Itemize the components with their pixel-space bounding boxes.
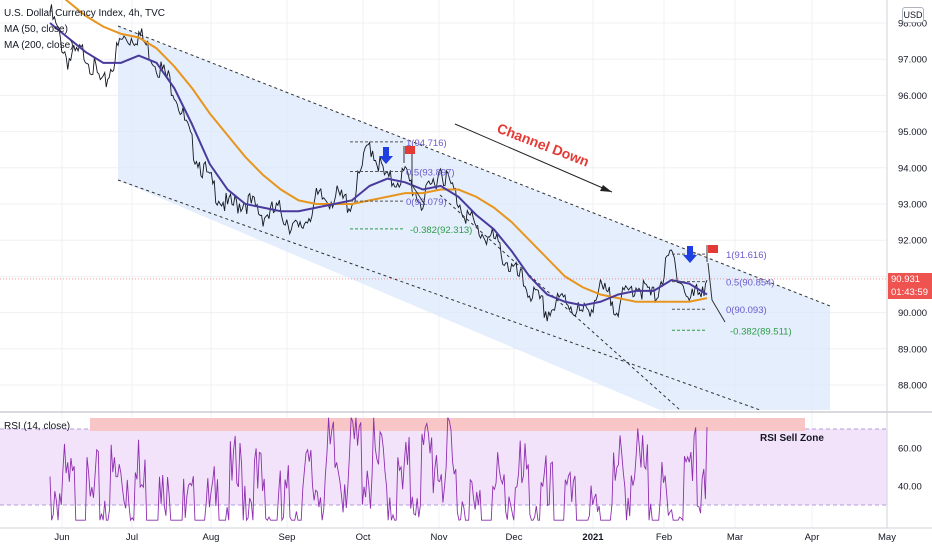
fib-label-1: 0.5(93.897) <box>406 168 455 179</box>
y-tick-label-9: 89.000 <box>898 344 927 355</box>
rsi-legend[interactable]: RSI (14, close) <box>4 421 71 432</box>
symbol-title[interactable]: U.S. Dollar Currency Index, 4h, TVC <box>4 8 165 19</box>
ma200-line <box>64 0 708 303</box>
y-tick-label-2: 96.000 <box>898 91 927 102</box>
x-tick-label-8: Feb <box>656 532 672 543</box>
down-arrow-icon <box>683 246 697 263</box>
rsi-tick-label-1: 40.00 <box>898 482 922 493</box>
trend-arrow-line <box>454 123 613 193</box>
channel-upper-line <box>117 25 831 307</box>
rsi-line <box>49 417 708 522</box>
fib-label-3: -0.382(92.313) <box>410 225 472 236</box>
x-tick-label-3: Sep <box>279 532 296 543</box>
fib-label-7: -0.382(89.511) <box>730 326 792 337</box>
x-tick-label-10: Apr <box>805 532 820 543</box>
x-tick-label-4: Oct <box>356 532 371 543</box>
main-legend: U.S. Dollar Currency Index, 4h, TVC MA (… <box>4 6 165 54</box>
ma50-legend[interactable]: MA (50, close) <box>4 24 68 35</box>
fib-label-5: 0.5(90.854) <box>726 278 775 289</box>
down-arrow-icon <box>379 147 393 164</box>
x-tick-label-2: Aug <box>203 532 220 543</box>
y-tick-label-5: 93.000 <box>898 200 927 211</box>
ma200-legend[interactable]: MA (200, close) <box>4 40 74 51</box>
y-tick-label-3: 95.000 <box>898 127 927 138</box>
fib-annotations: 1(94.716) 0.5(93.897) 0(93.079) -0.382(92.3… <box>350 138 792 337</box>
y-tick-label-1: 97.000 <box>898 55 927 66</box>
x-tick-label-6: Dec <box>506 532 523 543</box>
flag-cloth <box>405 146 415 154</box>
price-line <box>49 4 708 322</box>
currency-badge[interactable]: USD <box>902 7 924 23</box>
channel-fill <box>118 26 830 410</box>
x-tick-label-0: Jun <box>54 532 69 543</box>
x-tick-label-7: 2021 <box>582 532 604 543</box>
projection-arrow-left <box>411 150 426 206</box>
x-tick-label-11: May <box>878 532 896 543</box>
projection-arrow <box>707 262 726 323</box>
trend-arrow-head <box>600 185 612 192</box>
y-tick-label-8: 90.000 <box>898 308 927 319</box>
fib-label-4: 1(91.616) <box>726 250 767 261</box>
countdown-tag: 01:43:59 <box>888 285 932 299</box>
last-price-tag: 90.931 <box>888 272 932 286</box>
x-tick-label-5: Nov <box>431 532 448 543</box>
red-flag-icon <box>706 245 718 262</box>
fib-label-0: 1(94.716) <box>406 138 447 149</box>
y-tick-label-6: 92.000 <box>898 236 927 247</box>
flag-cloth <box>708 245 718 253</box>
rsi-tick-label-0: 60.00 <box>898 444 922 455</box>
x-tick-label-9: Mar <box>727 532 743 543</box>
x-tick-label-1: Jul <box>126 532 138 543</box>
fib-label-6: 0(90.093) <box>726 305 767 316</box>
ma50-line <box>49 22 708 307</box>
fib-label-2: 0(93.079) <box>406 197 447 208</box>
rsi-sell-zone-label: RSI Sell Zone <box>760 433 824 444</box>
y-tick-label-4: 94.000 <box>898 163 927 174</box>
y-tick-label-0: 98.000 <box>898 19 927 30</box>
y-tick-label-10: 88.000 <box>898 381 927 392</box>
red-flag-icon <box>403 146 415 163</box>
